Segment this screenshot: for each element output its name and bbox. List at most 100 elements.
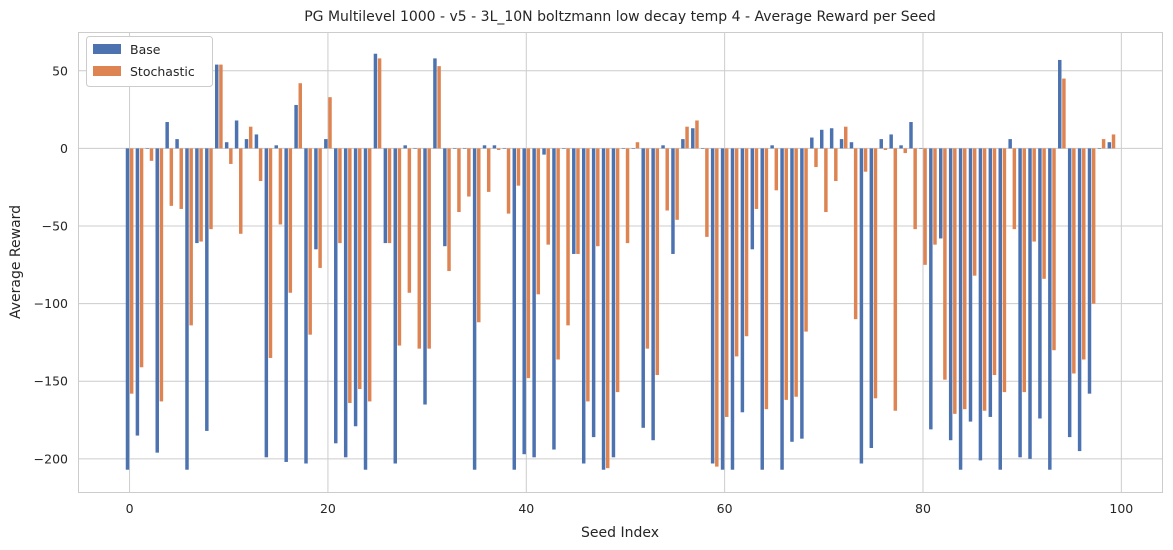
bar-stochastic bbox=[1111, 134, 1116, 149]
bar-stochastic bbox=[546, 148, 550, 245]
bar-base bbox=[601, 148, 606, 470]
bar-stochastic bbox=[308, 148, 312, 335]
bar-base bbox=[700, 148, 705, 149]
bar-stochastic bbox=[427, 148, 431, 349]
bar-stochastic bbox=[1022, 148, 1026, 393]
bar-stochastic bbox=[695, 120, 699, 149]
y-tick-label: −200 bbox=[34, 451, 68, 466]
bar-base bbox=[185, 148, 189, 470]
bar-base bbox=[195, 148, 199, 244]
bar-stochastic bbox=[1032, 148, 1036, 242]
bar-stochastic bbox=[586, 148, 590, 402]
bar-stochastic bbox=[566, 148, 570, 326]
bar-stochastic bbox=[1082, 148, 1086, 360]
bar-base bbox=[909, 122, 913, 149]
bar-stochastic bbox=[467, 148, 471, 197]
bar-stochastic bbox=[139, 148, 144, 368]
y-tick-label: −100 bbox=[34, 296, 68, 311]
bar-stochastic bbox=[615, 148, 620, 393]
bar-base bbox=[572, 148, 576, 254]
bar-stochastic bbox=[496, 148, 501, 150]
bar-base bbox=[720, 148, 725, 470]
bar-base bbox=[1097, 148, 1102, 149]
bar-base bbox=[324, 139, 328, 149]
bar-base bbox=[334, 148, 338, 444]
y-tick-label: 0 bbox=[60, 141, 68, 156]
bar-base bbox=[988, 148, 993, 417]
legend-swatch-stochastic bbox=[93, 66, 121, 76]
bar-base bbox=[264, 148, 269, 458]
bar-base bbox=[1087, 148, 1092, 394]
bar-stochastic bbox=[923, 148, 927, 265]
bar-stochastic bbox=[229, 148, 233, 164]
bar-base bbox=[314, 148, 318, 250]
bar-base bbox=[790, 148, 794, 442]
chart-title: PG Multilevel 1000 - v5 - 3L_10N boltzma… bbox=[304, 9, 936, 25]
bar-stochastic bbox=[1072, 148, 1076, 374]
bar-stochastic bbox=[933, 148, 937, 245]
bar-stochastic bbox=[129, 148, 134, 394]
bar-stochastic bbox=[516, 148, 521, 186]
tick-labels: 0 20 40 60 80 100 −200 −150 −100 −50 0 50 bbox=[34, 63, 1134, 516]
y-axis-label: Average Reward bbox=[8, 205, 24, 319]
bar-stochastic bbox=[625, 148, 630, 244]
bar-stochastic bbox=[853, 148, 858, 320]
bar-stochastic bbox=[963, 148, 967, 410]
bar-base bbox=[869, 148, 874, 448]
bar-stochastic bbox=[774, 148, 779, 191]
bar-stochastic bbox=[248, 126, 253, 149]
bar-stochastic bbox=[744, 148, 749, 337]
bar-base bbox=[423, 148, 427, 405]
bar-stochastic bbox=[526, 148, 531, 379]
bar-base bbox=[611, 148, 616, 458]
legend: Base Stochastic bbox=[86, 36, 213, 87]
bar-base bbox=[155, 148, 159, 453]
bar-base bbox=[780, 148, 784, 470]
bar-stochastic bbox=[189, 148, 193, 326]
bar-base bbox=[730, 148, 735, 470]
bar-base bbox=[373, 53, 378, 149]
bar-stochastic bbox=[457, 148, 461, 213]
bar-base bbox=[512, 148, 517, 470]
bar-base bbox=[1048, 148, 1052, 470]
bar-stochastic bbox=[407, 148, 412, 293]
legend-label-base: Base bbox=[130, 42, 161, 57]
bar-base bbox=[1008, 139, 1012, 149]
bar-stochastic bbox=[387, 148, 392, 244]
bar-base bbox=[1107, 142, 1112, 149]
bar-stochastic bbox=[705, 148, 709, 237]
bar-stochastic bbox=[675, 148, 679, 220]
bar-base bbox=[453, 148, 457, 149]
bar-base bbox=[948, 148, 953, 441]
bar-base bbox=[125, 148, 130, 470]
bar-stochastic bbox=[477, 148, 481, 323]
bar-base bbox=[542, 148, 546, 155]
bar-stochastic bbox=[873, 148, 878, 399]
bar-stochastic bbox=[1101, 139, 1106, 149]
bar-stochastic bbox=[1012, 148, 1017, 230]
bar-base bbox=[829, 128, 834, 149]
bar-base bbox=[919, 148, 923, 149]
bar-base bbox=[492, 145, 497, 149]
y-tick-label: −150 bbox=[34, 374, 68, 389]
bar-base bbox=[403, 145, 407, 149]
bar-base bbox=[145, 148, 150, 149]
x-tick-label: 0 bbox=[126, 501, 134, 516]
y-tick-label: −50 bbox=[42, 219, 68, 234]
bar-base bbox=[215, 64, 219, 149]
bar-base bbox=[244, 139, 249, 149]
bar-base bbox=[591, 148, 596, 438]
bar-base bbox=[532, 148, 536, 458]
bar-stochastic bbox=[724, 148, 729, 417]
bar-stochastic bbox=[596, 148, 600, 247]
x-axis-label: Seed Index bbox=[581, 525, 659, 541]
bar-base bbox=[254, 134, 259, 149]
bar-base bbox=[839, 139, 844, 149]
bar-base bbox=[165, 122, 169, 149]
bar-stochastic bbox=[804, 148, 808, 332]
bar-base bbox=[343, 148, 348, 458]
bar-stochastic bbox=[605, 148, 610, 469]
bar-stochastic bbox=[992, 148, 997, 376]
bar-base bbox=[671, 148, 675, 254]
